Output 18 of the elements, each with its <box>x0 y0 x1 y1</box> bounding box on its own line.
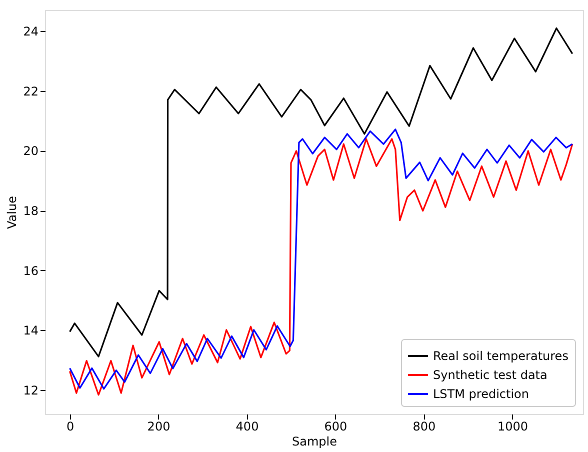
x-tick-label: 800 <box>412 420 436 434</box>
y-axis-title: Value <box>5 196 20 229</box>
y-tick-label: 12 <box>23 384 38 398</box>
x-tick-label: 200 <box>147 420 170 434</box>
y-tick-label: 20 <box>23 144 38 158</box>
x-axis-title: Sample <box>292 434 337 448</box>
y-tick-label: 22 <box>23 84 38 98</box>
legend-label: LSTM prediction <box>433 387 530 401</box>
y-tick-label: 18 <box>23 204 38 218</box>
legend-label: Real soil temperatures <box>433 349 568 363</box>
x-tick-label: 0 <box>66 420 74 434</box>
x-tick-label: 400 <box>236 420 259 434</box>
x-tick-label: 1000 <box>497 420 528 434</box>
y-tick-label: 14 <box>23 324 38 338</box>
legend-label: Synthetic test data <box>433 368 548 382</box>
x-tick-label: 600 <box>324 420 348 434</box>
y-tick-label: 24 <box>23 24 38 38</box>
y-tick-label: 16 <box>23 264 38 278</box>
